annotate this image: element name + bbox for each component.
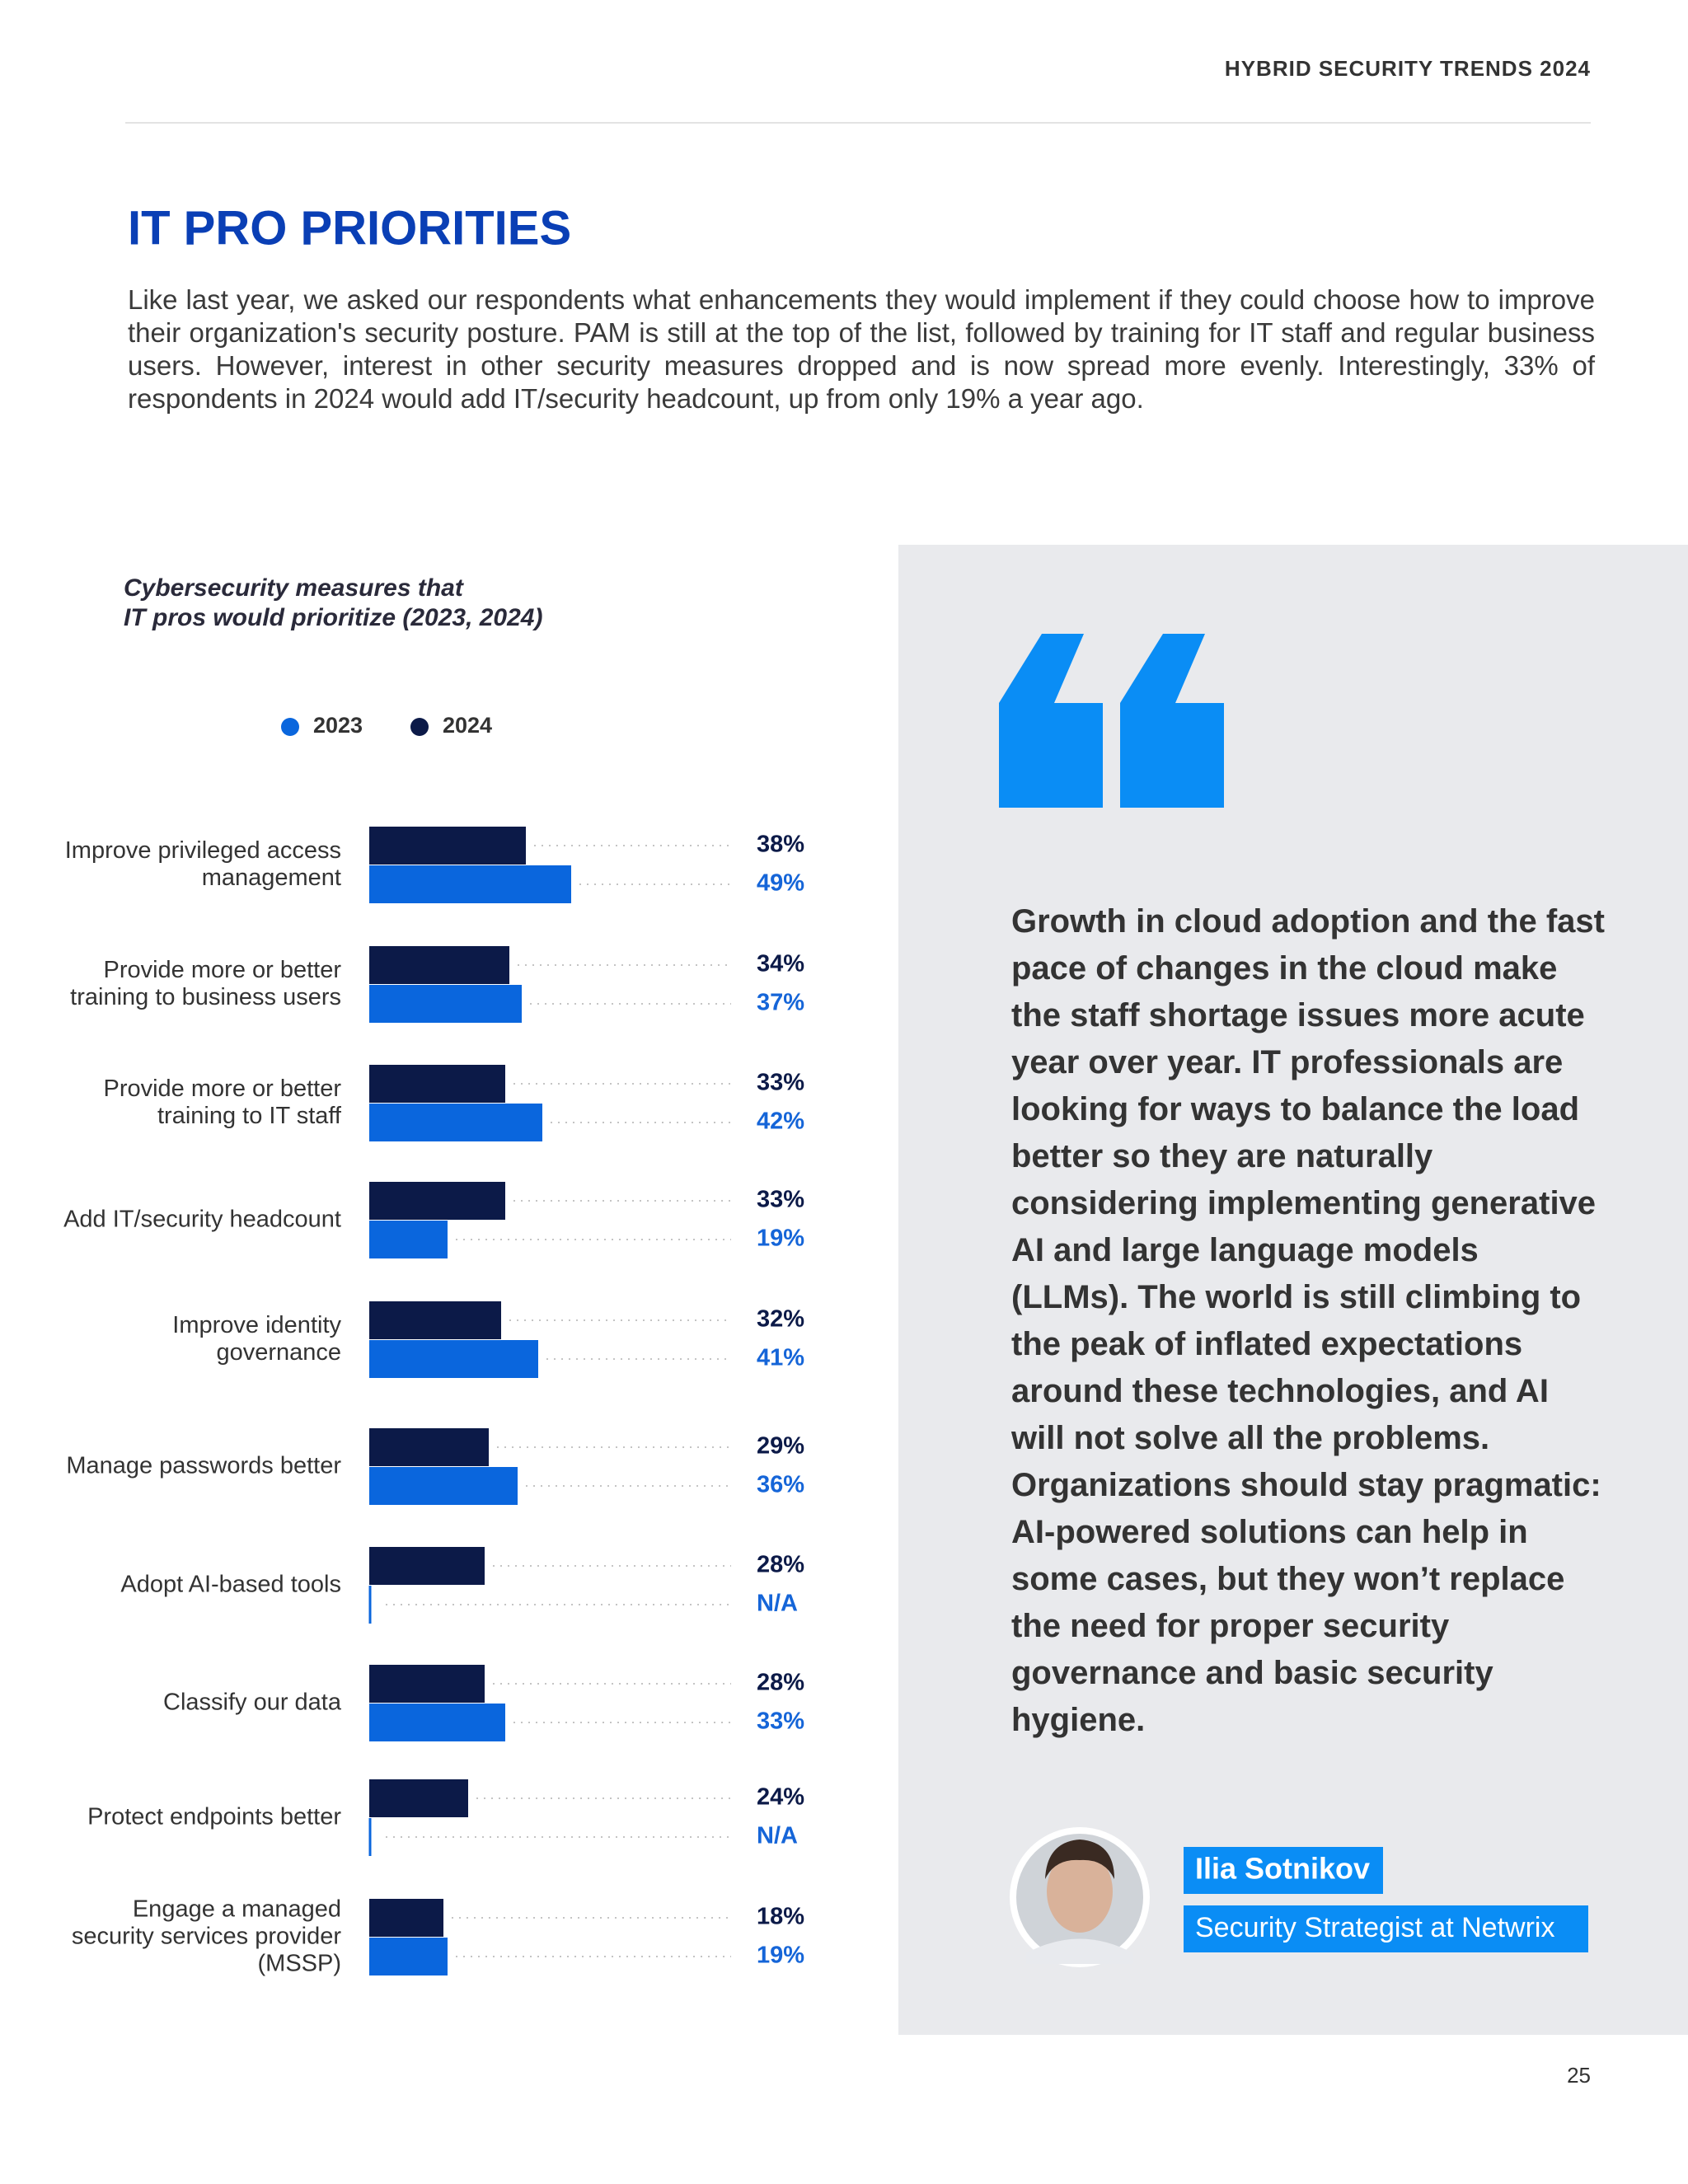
value-label: 42% xyxy=(757,1108,804,1135)
category-label: Adopt AI-based tools xyxy=(120,1571,341,1598)
value-label: N/A xyxy=(757,1591,798,1617)
value-label: 49% xyxy=(757,870,804,897)
legend-swatch xyxy=(281,718,299,736)
legend-label: 2023 xyxy=(313,713,363,738)
value-label: 33% xyxy=(757,1708,804,1735)
category-label: Manage passwords better xyxy=(66,1452,341,1479)
value-label: 34% xyxy=(757,951,804,977)
bar xyxy=(369,985,522,1023)
chart-title: Cybersecurity measures that xyxy=(124,574,465,602)
bar xyxy=(369,946,509,984)
page-title: IT PRO PRIORITIES xyxy=(128,201,571,255)
value-label: N/A xyxy=(757,1823,798,1849)
quote-mark xyxy=(999,634,1103,808)
category-label: Protect endpoints better xyxy=(87,1803,341,1830)
author-name-box xyxy=(1184,1847,1383,1894)
bar xyxy=(369,1467,518,1505)
bar xyxy=(369,1104,542,1141)
value-label: 28% xyxy=(757,1552,804,1578)
value-label: 33% xyxy=(757,1187,804,1213)
category-label: Engage a managed security services provi… xyxy=(71,1896,341,1977)
value-label: 24% xyxy=(757,1784,804,1811)
bar xyxy=(369,1547,485,1585)
category-label: Improve privileged access management xyxy=(64,837,341,891)
bar xyxy=(369,1704,505,1741)
bar xyxy=(369,1779,468,1817)
bar xyxy=(369,1182,505,1220)
author-role-box xyxy=(1184,1905,1588,1952)
author-name: Ilia Sotnikov xyxy=(1195,1852,1370,1886)
value-label: 38% xyxy=(757,832,804,858)
bar xyxy=(369,1899,443,1937)
category-label: Provide more or better training to busin… xyxy=(70,957,341,1010)
page-number: 25 xyxy=(1567,2063,1591,2088)
legend-label: 2024 xyxy=(443,713,492,738)
bar xyxy=(369,1938,448,1975)
category-label: Classify our data xyxy=(163,1689,341,1716)
category-label: Add IT/security headcount xyxy=(63,1206,341,1233)
quote-mark xyxy=(1120,634,1224,808)
bar xyxy=(369,1428,489,1466)
value-label: 29% xyxy=(757,1433,804,1460)
intro-paragraph: Like last year, we asked our respondents… xyxy=(128,284,1595,414)
author-photo-shirt xyxy=(1026,1938,1133,1964)
value-label: 41% xyxy=(757,1345,804,1371)
bar xyxy=(369,865,571,903)
value-label: 33% xyxy=(757,1070,804,1096)
author-role: Security Strategist at Netwrix xyxy=(1195,1912,1554,1943)
legend-swatch xyxy=(410,718,429,736)
value-label: 32% xyxy=(757,1306,804,1333)
value-label: 28% xyxy=(757,1670,804,1696)
quote-text: Growth in cloud adoption and the fast pa… xyxy=(1011,903,1605,1738)
value-label: 36% xyxy=(757,1472,804,1498)
bar xyxy=(369,1221,448,1258)
value-label: 19% xyxy=(757,1943,804,1969)
bar xyxy=(369,1340,538,1378)
bar xyxy=(369,1301,501,1339)
bar xyxy=(369,1065,505,1103)
value-label: 19% xyxy=(757,1226,804,1252)
category-label: Improve identity governance xyxy=(172,1312,341,1366)
author-photo-hair xyxy=(1045,1840,1114,1879)
bar xyxy=(369,1665,485,1703)
header-title: HYBRID SECURITY TRENDS 2024 xyxy=(1225,56,1591,81)
chart-title: IT pros would prioritize (2023, 2024) xyxy=(124,604,542,631)
bar xyxy=(369,827,526,865)
value-label: 37% xyxy=(757,990,804,1016)
value-label: 18% xyxy=(757,1904,804,1930)
author-photo-face xyxy=(1047,1850,1113,1933)
category-label: Provide more or better training to IT st… xyxy=(103,1076,341,1129)
